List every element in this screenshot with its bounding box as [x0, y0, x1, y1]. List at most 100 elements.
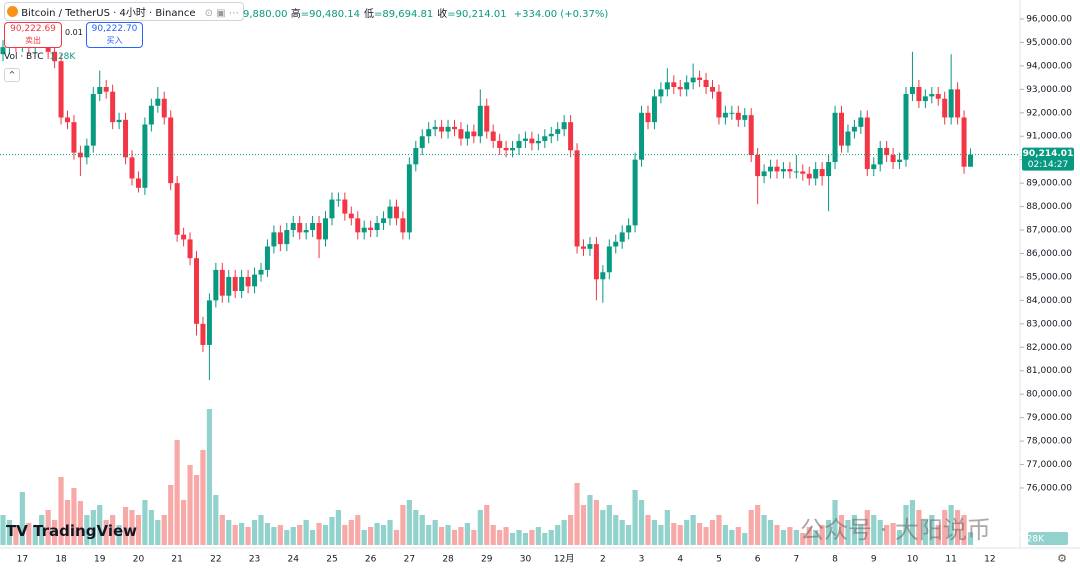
y-tick-label: 95,000.00 — [1026, 38, 1072, 48]
candle-body — [445, 126, 451, 132]
candle-body — [748, 115, 754, 155]
volume-bar — [406, 500, 412, 545]
volume-bar — [722, 525, 728, 545]
volume-bar — [84, 515, 90, 545]
x-tick-label: 2 — [600, 555, 606, 565]
x-tick-label: 12月 — [554, 554, 574, 565]
x-tick-label: 29 — [481, 555, 493, 565]
volume-bar — [632, 490, 638, 545]
y-tick-label: 91,000.00 — [1026, 132, 1072, 142]
y-tick-label: 77,000.00 — [1026, 460, 1072, 470]
y-tick-label: 82,000.00 — [1026, 343, 1072, 353]
x-tick-label: 24 — [288, 555, 300, 565]
volume-bar — [748, 510, 754, 545]
candle-body — [606, 246, 612, 273]
candle-body — [497, 140, 503, 148]
candle-body — [555, 129, 561, 134]
volume-bar — [213, 495, 219, 545]
btc-icon — [7, 6, 18, 17]
candle-body — [961, 117, 967, 167]
candle-body — [806, 173, 812, 179]
candle-body — [716, 91, 722, 118]
candle-body — [839, 112, 844, 146]
y-tick-label: 81,000.00 — [1026, 366, 1072, 376]
volume-bar — [490, 525, 496, 545]
symbol-box[interactable]: Bitcoin / TetherUS · 4小时 · Binance ⊙ ▣ ⋯ — [4, 2, 244, 21]
candle-body — [381, 218, 387, 223]
candle-body — [864, 117, 870, 170]
ohlc: 9,880.00 高=90,480.14 低=89,694.81 收=90,214.… — [243, 5, 608, 20]
collapse[interactable]: ^ — [4, 68, 20, 82]
volume-bar — [116, 525, 122, 545]
candle-body — [258, 269, 264, 275]
candle-body — [968, 154, 973, 167]
vol-name: Vol · BTC — [4, 52, 44, 62]
volume-bar — [735, 527, 741, 545]
volume-bar — [413, 510, 419, 545]
volume-bar — [580, 505, 587, 545]
volume-bar — [380, 525, 387, 545]
candle-body — [800, 171, 806, 174]
volume-bar — [819, 525, 825, 545]
x-tick-label: 5 — [716, 555, 722, 565]
icons[interactable]: ⊙ ▣ ⋯ — [204, 8, 239, 19]
candle-body — [252, 274, 258, 287]
volume-bar — [587, 495, 593, 545]
volume-bar — [310, 530, 316, 545]
volume-bar — [26, 523, 32, 545]
candle-body — [355, 218, 361, 233]
volume-bar — [600, 510, 606, 545]
sell-button[interactable]: 90,222.69 卖出 — [4, 22, 62, 48]
x-tick-label: 27 — [404, 555, 415, 565]
candle-body — [632, 159, 638, 226]
volume-bar — [780, 530, 787, 545]
volume-bar — [64, 500, 71, 545]
volume-bar — [187, 465, 193, 545]
candle-body — [568, 122, 574, 151]
x-tick-label: 28 — [442, 555, 454, 565]
volume-bar — [877, 520, 883, 545]
volume-bar — [535, 527, 541, 545]
sell-label: 卖出 — [25, 36, 41, 45]
x-tick-label: 21 — [171, 555, 182, 565]
volume-bar — [6, 520, 13, 545]
volume-bar — [258, 515, 264, 545]
candle-body — [168, 117, 174, 184]
candle-body — [277, 232, 283, 245]
volume-bar — [342, 525, 348, 545]
volume-badge-label: 1.28K — [1018, 535, 1045, 545]
volume-bar — [645, 515, 651, 545]
volume-bar — [374, 523, 380, 545]
volume-bar — [606, 505, 612, 545]
volume-bar — [355, 515, 361, 545]
candle-body — [851, 126, 857, 132]
volume-bar — [503, 527, 509, 545]
candle-body — [929, 94, 935, 97]
volume-bar — [400, 505, 406, 545]
volume-bar — [509, 533, 516, 545]
volume-bar — [684, 520, 690, 545]
candle-body — [387, 206, 393, 219]
volume-bar — [813, 530, 819, 545]
candle-body — [522, 138, 528, 141]
x-tick-label: 18 — [55, 555, 67, 565]
buy-button[interactable]: 90,222.70 买入 — [86, 22, 143, 48]
volume-bar — [755, 505, 761, 545]
volume-bar — [52, 520, 58, 545]
volume-bar — [45, 510, 51, 545]
volume-bar — [961, 515, 967, 545]
logo: 𝗧𝗩 TradingView — [6, 522, 137, 540]
volume-bar — [690, 515, 696, 545]
candle-body — [922, 96, 928, 102]
candle-body — [561, 122, 567, 130]
volume-bar — [464, 523, 470, 545]
candle-body — [393, 206, 399, 219]
volume-bar — [838, 515, 845, 545]
candle-body — [877, 147, 883, 165]
volume-bar — [168, 485, 174, 545]
countdown-label: 02:14:27 — [1028, 160, 1068, 170]
vol-legend: Vol · BTC 1.28K — [4, 52, 75, 62]
candle-body — [503, 147, 509, 151]
volume-bar — [71, 488, 77, 545]
candle-body — [897, 159, 903, 163]
